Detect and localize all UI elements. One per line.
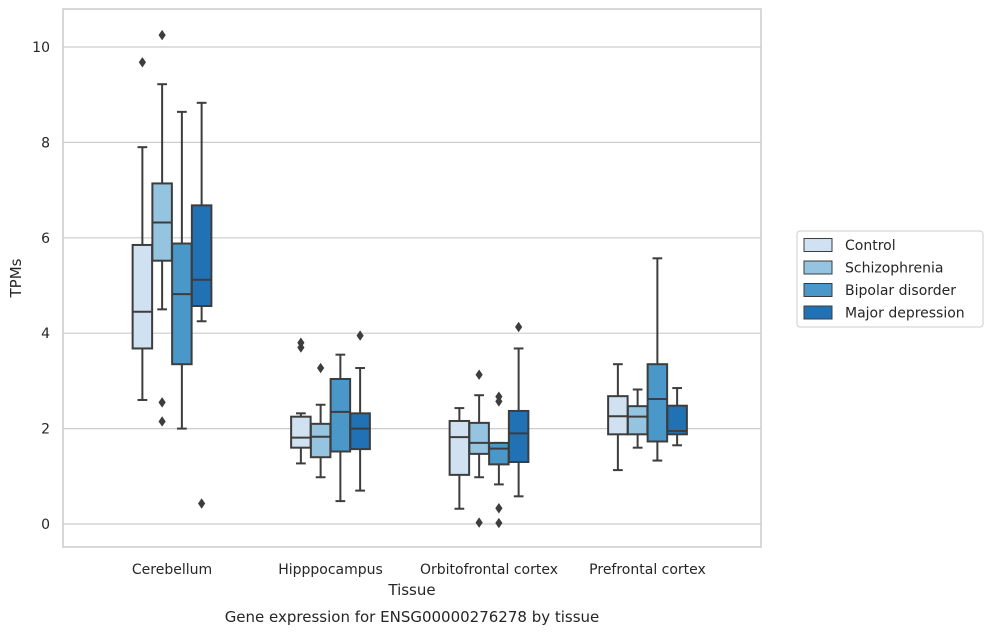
legend-label: Schizophrenia	[845, 261, 943, 277]
box	[290, 337, 312, 465]
box-iqr	[131, 243, 154, 350]
box-series	[131, 29, 688, 529]
legend-swatch	[803, 283, 833, 297]
series-major-depression	[190, 101, 688, 509]
y-tick-label: 2	[41, 422, 50, 438]
x-tick-label: Cerebellum	[132, 562, 212, 578]
outlier-point	[317, 362, 325, 374]
y-axis-label: TPMs	[7, 258, 25, 298]
x-tick-label: Hipppocampus	[278, 562, 383, 578]
box	[349, 330, 371, 492]
outlier-point	[515, 321, 523, 333]
outlier-point	[495, 517, 503, 529]
x-axis-ticks: Cerebellum Hipppocampus Orbitofrontal cort…	[132, 562, 706, 578]
box-iqr	[448, 419, 471, 476]
box-iqr	[349, 412, 371, 451]
outlier-point	[475, 369, 483, 380]
box	[646, 257, 669, 462]
y-axis-ticks: 0 2 4 6 8 10	[32, 40, 50, 533]
legend-swatch	[803, 238, 833, 252]
box	[468, 369, 490, 528]
legend-swatch	[803, 260, 833, 275]
box	[626, 388, 649, 449]
box	[329, 353, 352, 503]
box	[151, 29, 173, 427]
box	[448, 407, 471, 510]
box	[607, 363, 629, 472]
box-iqr	[626, 405, 649, 436]
outlier-point	[198, 498, 206, 509]
box-iqr	[329, 377, 352, 453]
y-tick-label: 8	[41, 135, 50, 151]
box-iqr	[488, 441, 510, 466]
x-tick-label: Orbitofrontal cortex	[420, 562, 558, 578]
outlier-point	[495, 503, 503, 514]
box	[488, 391, 510, 529]
box	[190, 101, 213, 509]
legend-frame	[796, 230, 984, 328]
box	[309, 362, 332, 479]
series-bipolar-disorder	[171, 110, 669, 529]
box-iqr	[666, 404, 688, 436]
gridlines	[63, 46, 761, 525]
box	[131, 57, 154, 401]
outlier-point	[475, 517, 483, 528]
legend-swatch	[803, 305, 833, 320]
box-iqr	[309, 422, 332, 459]
series-control	[131, 57, 629, 510]
outlier-point	[495, 391, 503, 402]
y-tick-label: 4	[41, 326, 50, 342]
plot-area-border	[62, 8, 762, 548]
outlier-point	[158, 416, 166, 427]
legend-label: Major depression	[845, 306, 965, 322]
legend-label: Bipolar disorder	[845, 283, 956, 299]
y-tick-label: 10	[32, 40, 50, 56]
outlier-point	[158, 29, 166, 41]
box-iqr	[646, 363, 669, 443]
series-schizophrenia	[151, 29, 649, 528]
legend: Control Schizophrenia Bipolar disorder Majo…	[796, 230, 984, 328]
box-iqr	[468, 421, 490, 455]
y-tick-label: 6	[41, 231, 50, 247]
x-axis-label: Tissue	[387, 581, 435, 599]
box	[171, 110, 193, 430]
box	[507, 321, 530, 498]
x-tick-label: Prefrontal cortex	[589, 562, 706, 578]
box-iqr	[171, 242, 193, 366]
box-iqr	[507, 409, 530, 463]
box-iqr	[290, 415, 312, 449]
box-iqr	[190, 204, 213, 308]
outlier-point	[356, 330, 364, 341]
legend-label: Control	[845, 238, 896, 254]
plot-frame	[62, 8, 762, 548]
chart-caption: Gene expression for ENSG00000276278 by t…	[225, 608, 600, 626]
outlier-point	[138, 57, 146, 68]
outlier-point	[297, 337, 305, 348]
outlier-point	[158, 397, 166, 408]
y-tick-label: 0	[41, 517, 50, 533]
box	[666, 387, 688, 447]
